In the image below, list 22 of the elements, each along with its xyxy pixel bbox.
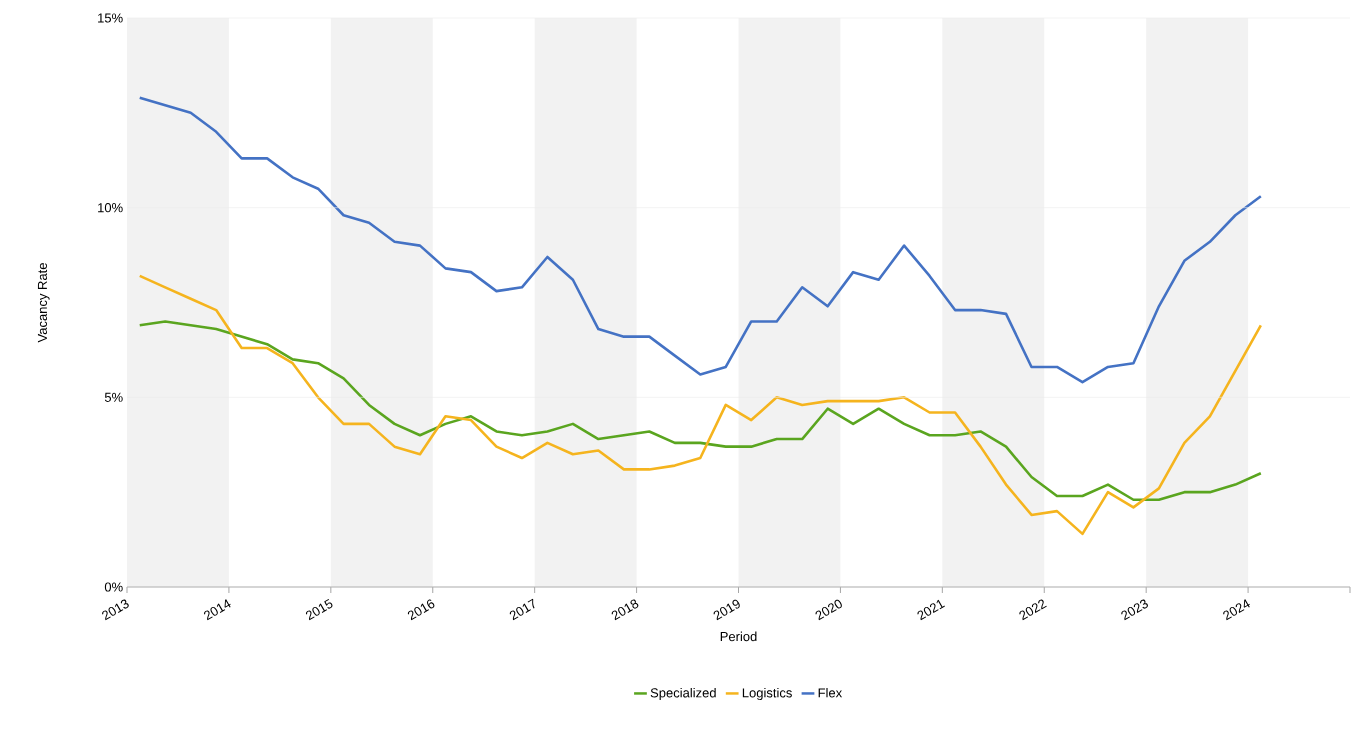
x-tick-label: 2020 [815, 599, 842, 621]
x-tick-label: 2015 [305, 598, 333, 621]
x-tick-label: 2017 [509, 598, 535, 621]
legend-label: Flex [818, 687, 843, 698]
y-tick-label: 10% [98, 203, 123, 213]
x-tick-label: 2023 [1121, 599, 1148, 621]
x-tick-label: 2024 [1223, 599, 1250, 621]
x-tick-label: 2018 [611, 599, 639, 621]
legend-label: Specialized [650, 687, 716, 701]
x-axis-title: Period [720, 631, 757, 642]
legend-label: Logistics [742, 687, 792, 701]
x-tick-label: 2022 [1019, 599, 1047, 621]
x-tick-label: 2013 [102, 599, 129, 621]
x-tick-label: 2014 [204, 599, 231, 621]
x-tick-label: 2019 [713, 599, 740, 621]
line-series [138, 96, 1263, 384]
x-tick-label: 2021 [917, 599, 945, 621]
y-tick-label: 15% [98, 13, 123, 23]
y-axis-title: Vacancy Rate [37, 263, 50, 343]
y-tick-label: 0% [104, 582, 123, 592]
x-tick-label: 2016 [407, 599, 435, 621]
y-tick-label: 5% [104, 392, 123, 402]
